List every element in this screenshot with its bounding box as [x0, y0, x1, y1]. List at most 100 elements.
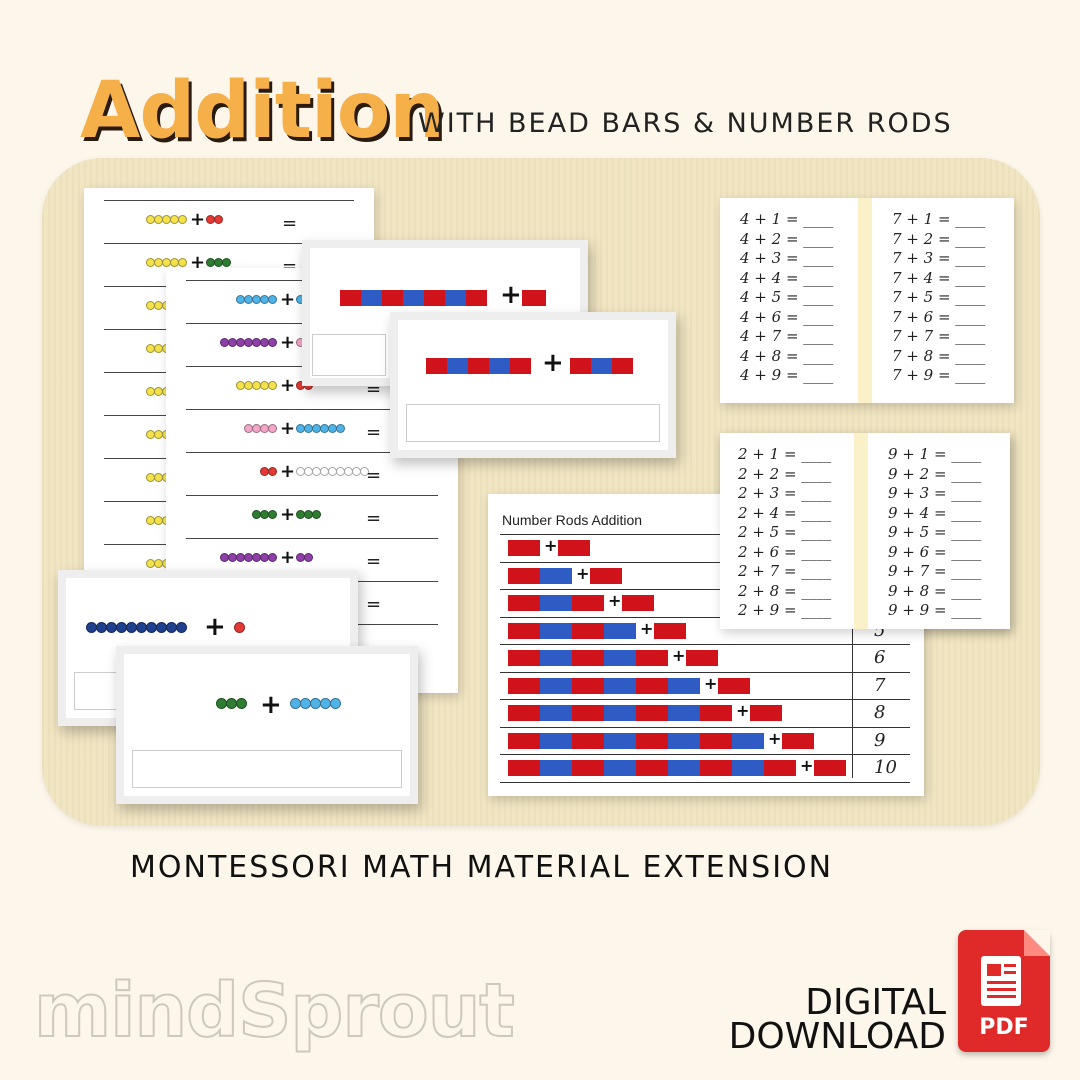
rod-card-2: +: [390, 312, 676, 458]
plus-sign: +: [190, 209, 206, 230]
plus-sign: +: [280, 461, 296, 482]
rod-segment: [508, 705, 540, 721]
rod-segment: [508, 540, 540, 556]
addition-fact: 9 + 8 = ____: [888, 581, 982, 600]
bead: [268, 338, 277, 347]
rod-row: [500, 726, 910, 756]
rod-segment: [540, 650, 572, 666]
page-title: Addition: [80, 66, 445, 156]
rod-segment: [590, 567, 622, 584]
worksheet-row: [186, 538, 438, 581]
equals-sign: =: [366, 594, 382, 615]
plus-sign: +: [736, 701, 750, 720]
addition-fact: 7 + 1 = ____: [892, 210, 986, 228]
bead: [268, 467, 277, 476]
rod-a: [508, 650, 668, 666]
equals-sign: =: [366, 465, 382, 486]
worksheet-row: [186, 495, 438, 538]
bead: [268, 381, 277, 390]
rod-segment: [540, 677, 572, 694]
rod-segment: [572, 732, 604, 749]
plus-sign: +: [204, 612, 226, 642]
answer-box: [312, 334, 386, 376]
rod-segment: [508, 760, 540, 776]
rod-segment: [572, 705, 604, 721]
rod-segment: [508, 650, 540, 666]
addition-fact: 7 + 4 = ____: [892, 268, 986, 287]
pdf-file-icon: PDF: [958, 930, 1050, 1052]
rod-sum: 5: [874, 619, 886, 641]
rod-one: [522, 290, 546, 306]
rod-b: [782, 732, 814, 749]
addition-fact: 7 + 8 = ____: [892, 346, 986, 365]
rod-segment: [558, 540, 590, 556]
rod-segment: [782, 732, 814, 749]
worksheet-row: [104, 243, 354, 286]
rod-segment: [668, 677, 700, 694]
rod-segment: [604, 650, 636, 666]
rod-a: [508, 540, 540, 556]
rod-segment: [764, 760, 796, 776]
addition-fact: 9 + 1 = ____: [888, 445, 982, 463]
addition-fact: 9 + 9 = ____: [888, 601, 982, 619]
rod-segment: [732, 760, 764, 776]
rod-segment: [604, 705, 636, 721]
addition-fact: 2 + 7 = ____: [738, 562, 832, 580]
plus-sign: +: [500, 280, 522, 310]
rod-row: [500, 616, 910, 646]
addition-fact: 7 + 7 = ____: [892, 327, 986, 345]
rod-segment: [489, 358, 510, 374]
rod-b: [590, 567, 622, 584]
bead: [178, 215, 187, 224]
equals-sign: =: [282, 213, 298, 234]
rod-segment: [508, 732, 540, 749]
rod-segment: [540, 760, 572, 776]
rod-segment: [686, 650, 718, 666]
addition-fact: 2 + 5 = ____: [738, 523, 832, 541]
rod-a: [508, 732, 764, 749]
addition-fact: 7 + 6 = ____: [892, 307, 986, 326]
bead: [268, 510, 277, 519]
rod-segment: [622, 595, 654, 611]
bead: [312, 510, 321, 519]
rod-segment: [508, 595, 540, 611]
rod-b: [654, 622, 686, 639]
plus-sign: +: [280, 418, 296, 439]
plus-sign: +: [280, 289, 296, 310]
rod-segment: [540, 705, 572, 721]
rod-segment: [636, 705, 668, 721]
rod-sum: 10: [874, 757, 897, 778]
plus-sign: +: [260, 690, 282, 720]
addition-fact: 2 + 1 = ____: [738, 445, 832, 463]
plus-sign: +: [280, 547, 296, 568]
rod-segment: [636, 760, 668, 776]
rod-b: [718, 677, 750, 694]
rod-segment: [468, 358, 489, 374]
addition-fact: 9 + 7 = ____: [888, 562, 982, 580]
bead: [214, 215, 223, 224]
worksheet-row: [186, 452, 438, 495]
rod-sum: 7: [874, 674, 886, 696]
rod-segment: [447, 358, 468, 374]
rod-segment: [572, 760, 604, 776]
addition-fact: 4 + 4 = ____: [740, 268, 834, 287]
rod-segment: [636, 650, 668, 666]
rod-segment: [668, 705, 700, 721]
rod-segment: [814, 760, 846, 776]
rod-sum: 8: [874, 702, 886, 723]
rod-segment: [572, 650, 604, 666]
rod-a: [508, 567, 572, 584]
bead: [178, 258, 187, 267]
rod-segment: [668, 732, 700, 749]
addition-fact: 9 + 6 = ____: [888, 542, 982, 561]
page-subtitle: WITH BEAD BARS & NUMBER RODS: [418, 108, 953, 139]
rod-segment: [750, 705, 782, 721]
brand-logo: mindSprout: [33, 967, 516, 1055]
rod-segment: [445, 290, 466, 306]
addition-fact: 4 + 2 = ____: [740, 229, 834, 248]
rod-sum: 6: [874, 647, 886, 668]
rod-a: [508, 677, 700, 694]
bead: [360, 467, 369, 476]
rod-ten: [340, 290, 487, 306]
plus-sign: +: [190, 252, 206, 273]
